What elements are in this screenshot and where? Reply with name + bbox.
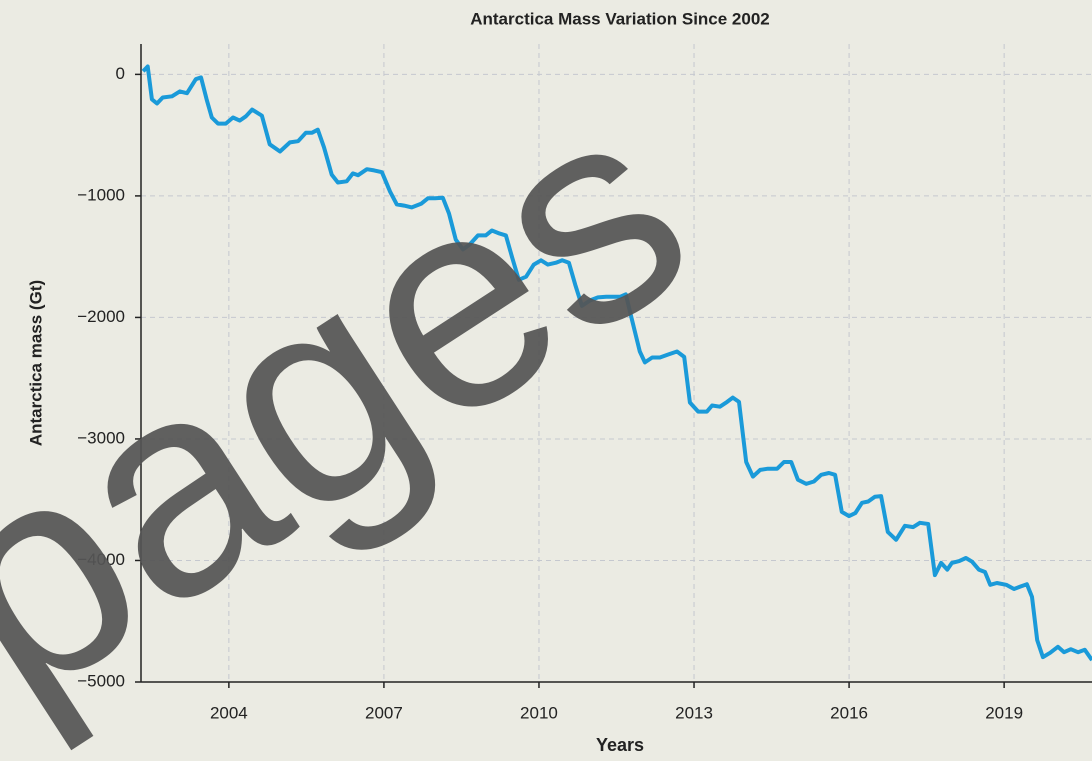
x-tick-label: 2013 — [675, 703, 713, 722]
x-tick-label: 2016 — [830, 703, 868, 722]
y-axis-title: Antarctica mass (Gt) — [26, 280, 45, 446]
y-tick-label: −2000 — [77, 307, 125, 326]
x-tick-label: 2010 — [520, 703, 558, 722]
y-tick-label: 0 — [116, 64, 125, 83]
x-axis-title: Years — [596, 735, 644, 755]
x-tick-label: 2004 — [210, 703, 248, 722]
data-line — [141, 64, 1092, 662]
y-tick-label: −5000 — [77, 671, 125, 690]
y-tick-label: −3000 — [77, 428, 125, 447]
x-tick-label: 2019 — [985, 703, 1023, 722]
y-tick-label: −1000 — [77, 185, 125, 204]
x-tick-label: 2007 — [365, 703, 403, 722]
watermark: pages — [0, 36, 742, 761]
chart-title: Antarctica Mass Variation Since 2002 — [470, 9, 770, 28]
y-tick-label: −4000 — [77, 550, 125, 569]
